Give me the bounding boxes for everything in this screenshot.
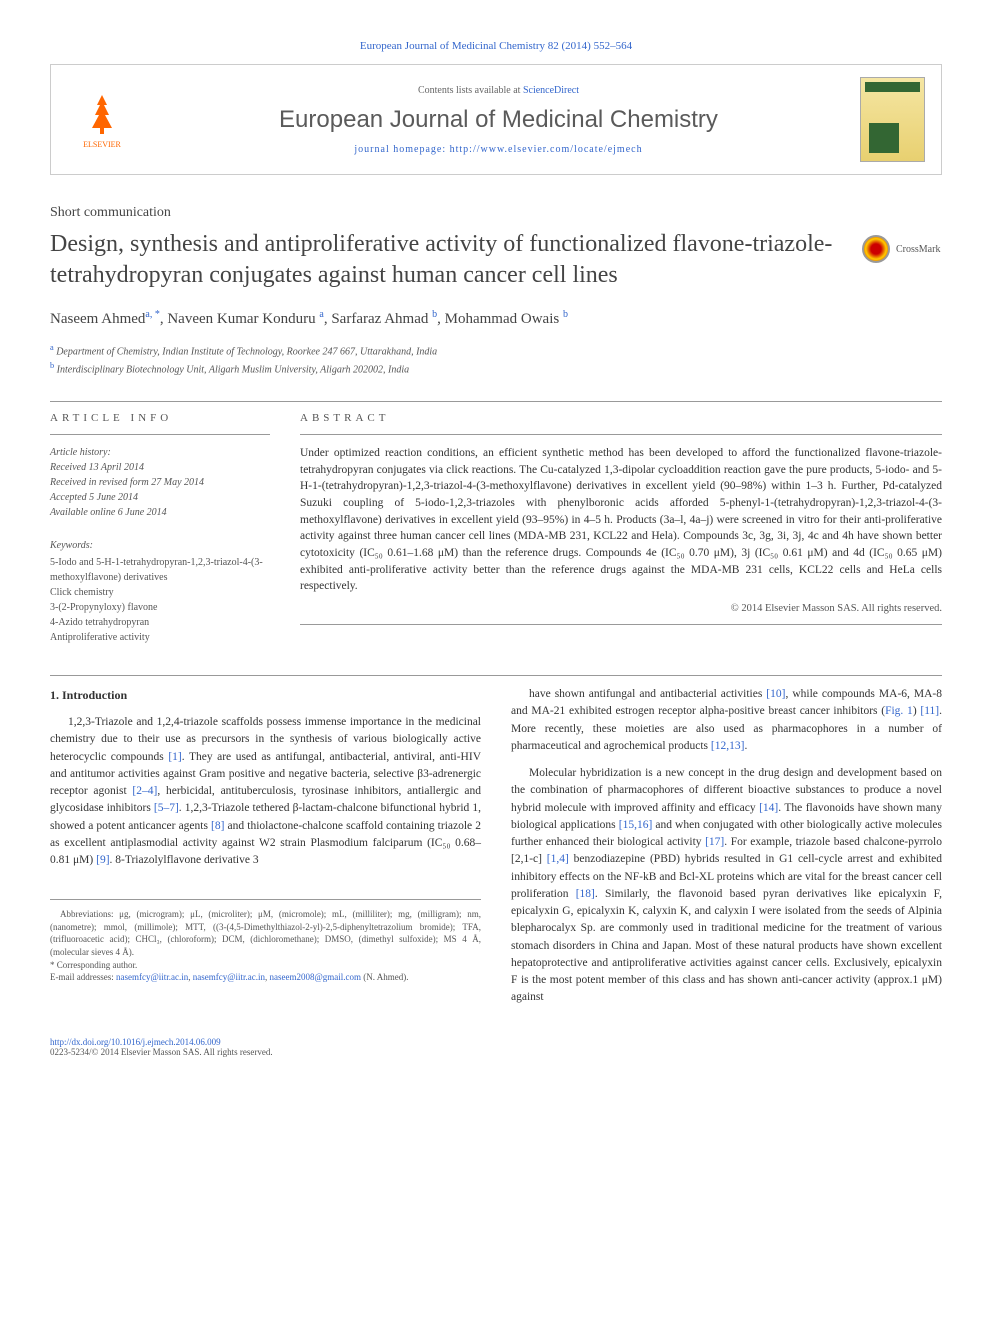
keyword-5: Antiproliferative activity (50, 632, 150, 643)
ref-link-9[interactable]: [9] (96, 854, 109, 866)
ref-link-1[interactable]: [1] (168, 751, 181, 763)
article-info-column: ARTICLE INFO Article history: Received 1… (50, 412, 270, 645)
ref-link-17[interactable]: [17] (705, 836, 724, 848)
abstract-column: ABSTRACT Under optimized reaction condit… (300, 412, 942, 645)
ref-link-1-4[interactable]: [1,4] (547, 853, 569, 865)
email-2[interactable]: nasemfcy@iitr.ac.in (193, 972, 265, 982)
email-label: E-mail addresses: (50, 972, 116, 982)
authors-line: Naseem Ahmeda, *, Naveen Kumar Konduru a… (50, 309, 942, 328)
corresponding-author: * Corresponding author. (50, 959, 481, 972)
p2-e: . (744, 740, 747, 752)
ref-link-5-7[interactable]: [5–7] (154, 802, 179, 814)
author-3: , Sarfaraz Ahmad (324, 311, 432, 327)
body-column-right: have shown antifungal and antibacterial … (511, 686, 942, 1017)
issn-line: 0223-5234/© 2014 Elsevier Masson SAS. Al… (50, 1047, 942, 1057)
journal-title: European Journal of Medicinal Chemistry (157, 106, 840, 134)
author-4-sup: b (563, 309, 568, 320)
author-2: , Naveen Kumar Konduru (160, 311, 320, 327)
article-info-heading: ARTICLE INFO (50, 412, 270, 424)
keywords-label: Keywords: (50, 538, 270, 553)
body-column-left: 1. Introduction 1,2,3-Triazole and 1,2,4… (50, 686, 481, 1017)
ref-link-15-16[interactable]: [15,16] (619, 819, 653, 831)
affiliations: a Department of Chemistry, Indian Instit… (50, 342, 942, 377)
ref-link-14[interactable]: [14] (759, 802, 778, 814)
ref-link-10[interactable]: [10] (766, 688, 785, 700)
history-revised: Received in revised form 27 May 2014 (50, 477, 204, 488)
fig-link-1[interactable]: Fig. 1 (885, 705, 913, 717)
email-author: (N. Ahmed). (361, 972, 409, 982)
crossmark-icon (862, 235, 890, 263)
ref-link-8[interactable]: [8] (211, 820, 224, 832)
author-4: , Mohammad Owais (437, 311, 563, 327)
keyword-1: 5-Iodo and 5-H-1-tetrahydropyran-1,2,3-t… (50, 557, 263, 583)
journal-cover-thumbnail[interactable] (860, 77, 925, 162)
author-1-sup: a, * (145, 309, 159, 320)
abstract-text: Under optimized reaction conditions, an … (300, 445, 942, 595)
header-center: Contents lists available at ScienceDirec… (157, 85, 840, 155)
abbreviations: Abbreviations: μg, (microgram); μL, (mic… (50, 908, 481, 958)
article-type: Short communication (50, 205, 942, 221)
sciencedirect-link[interactable]: ScienceDirect (523, 85, 579, 96)
email-3[interactable]: naseem2008@gmail.com (270, 972, 362, 982)
elsevier-label: ELSEVIER (83, 140, 121, 149)
affil-a-text: Department of Chemistry, Indian Institut… (54, 347, 437, 358)
ref-link-12-13[interactable]: [12,13] (711, 740, 745, 752)
article-history: Article history: Received 13 April 2014 … (50, 445, 270, 520)
intro-paragraph-2: have shown antifungal and antibacterial … (511, 686, 942, 755)
p1-f: . 8-Triazolylflavone derivative 3 (110, 854, 259, 866)
affil-b-text: Interdisciplinary Biotechnology Unit, Al… (54, 364, 409, 375)
contents-prefix: Contents lists available at (418, 85, 523, 96)
journal-reference-link[interactable]: European Journal of Medicinal Chemistry … (50, 40, 942, 52)
elsevier-logo[interactable]: ELSEVIER (67, 85, 137, 155)
homepage-link[interactable]: http://www.elsevier.com/locate/ejmech (450, 144, 643, 155)
email-line: E-mail addresses: nasemfcy@iitr.ac.in, n… (50, 971, 481, 984)
contents-line: Contents lists available at ScienceDirec… (157, 85, 840, 96)
keywords-block: Keywords: 5-Iodo and 5-H-1-tetrahydropyr… (50, 538, 270, 645)
homepage-prefix: journal homepage: (354, 144, 449, 155)
p3-f: . Similarly, the flavonoid based pyran d… (511, 888, 942, 1004)
history-label: Article history: (50, 447, 111, 458)
keyword-3: 3-(2-Propynyloxy) flavone (50, 602, 157, 613)
ref-link-11[interactable]: [11] (920, 705, 939, 717)
divider-info (50, 434, 270, 435)
intro-paragraph-3: Molecular hybridization is a new concept… (511, 765, 942, 1007)
section-heading-intro: 1. Introduction (50, 686, 481, 704)
footer-section: Abbreviations: μg, (microgram); μL, (mic… (50, 899, 481, 984)
author-1: Naseem Ahmed (50, 311, 145, 327)
divider-body (50, 675, 942, 676)
history-accepted: Accepted 5 June 2014 (50, 492, 138, 503)
p2-a: have shown antifungal and antibacterial … (529, 688, 766, 700)
intro-paragraph-1: 1,2,3-Triazole and 1,2,4-triazole scaffo… (50, 714, 481, 869)
journal-ref-text: European Journal of Medicinal Chemistry … (360, 40, 632, 52)
email-1[interactable]: nasemfcy@iitr.ac.in (116, 972, 188, 982)
article-title: Design, synthesis and antiproliferative … (50, 229, 842, 291)
journal-homepage: journal homepage: http://www.elsevier.co… (157, 144, 840, 155)
journal-header-box: ELSEVIER Contents lists available at Sci… (50, 64, 942, 175)
abstract-heading: ABSTRACT (300, 412, 942, 424)
doi-link[interactable]: http://dx.doi.org/10.1016/j.ejmech.2014.… (50, 1037, 221, 1047)
history-received: Received 13 April 2014 (50, 462, 144, 473)
elsevier-tree-icon (77, 90, 127, 140)
history-online: Available online 6 June 2014 (50, 507, 167, 518)
abstract-copyright: © 2014 Elsevier Masson SAS. All rights r… (300, 603, 942, 614)
divider-abstract-bottom (300, 624, 942, 625)
keyword-2: Click chemistry (50, 587, 114, 598)
crossmark-label: CrossMark (896, 244, 940, 255)
divider-top (50, 401, 942, 402)
divider-abstract (300, 434, 942, 435)
page-footer: http://dx.doi.org/10.1016/j.ejmech.2014.… (50, 1037, 942, 1057)
keyword-4: 4-Azido tetrahydropyran (50, 617, 149, 628)
crossmark-badge[interactable]: CrossMark (862, 229, 942, 269)
ref-link-18[interactable]: [18] (576, 888, 595, 900)
ref-link-2-4[interactable]: [2–4] (132, 785, 157, 797)
